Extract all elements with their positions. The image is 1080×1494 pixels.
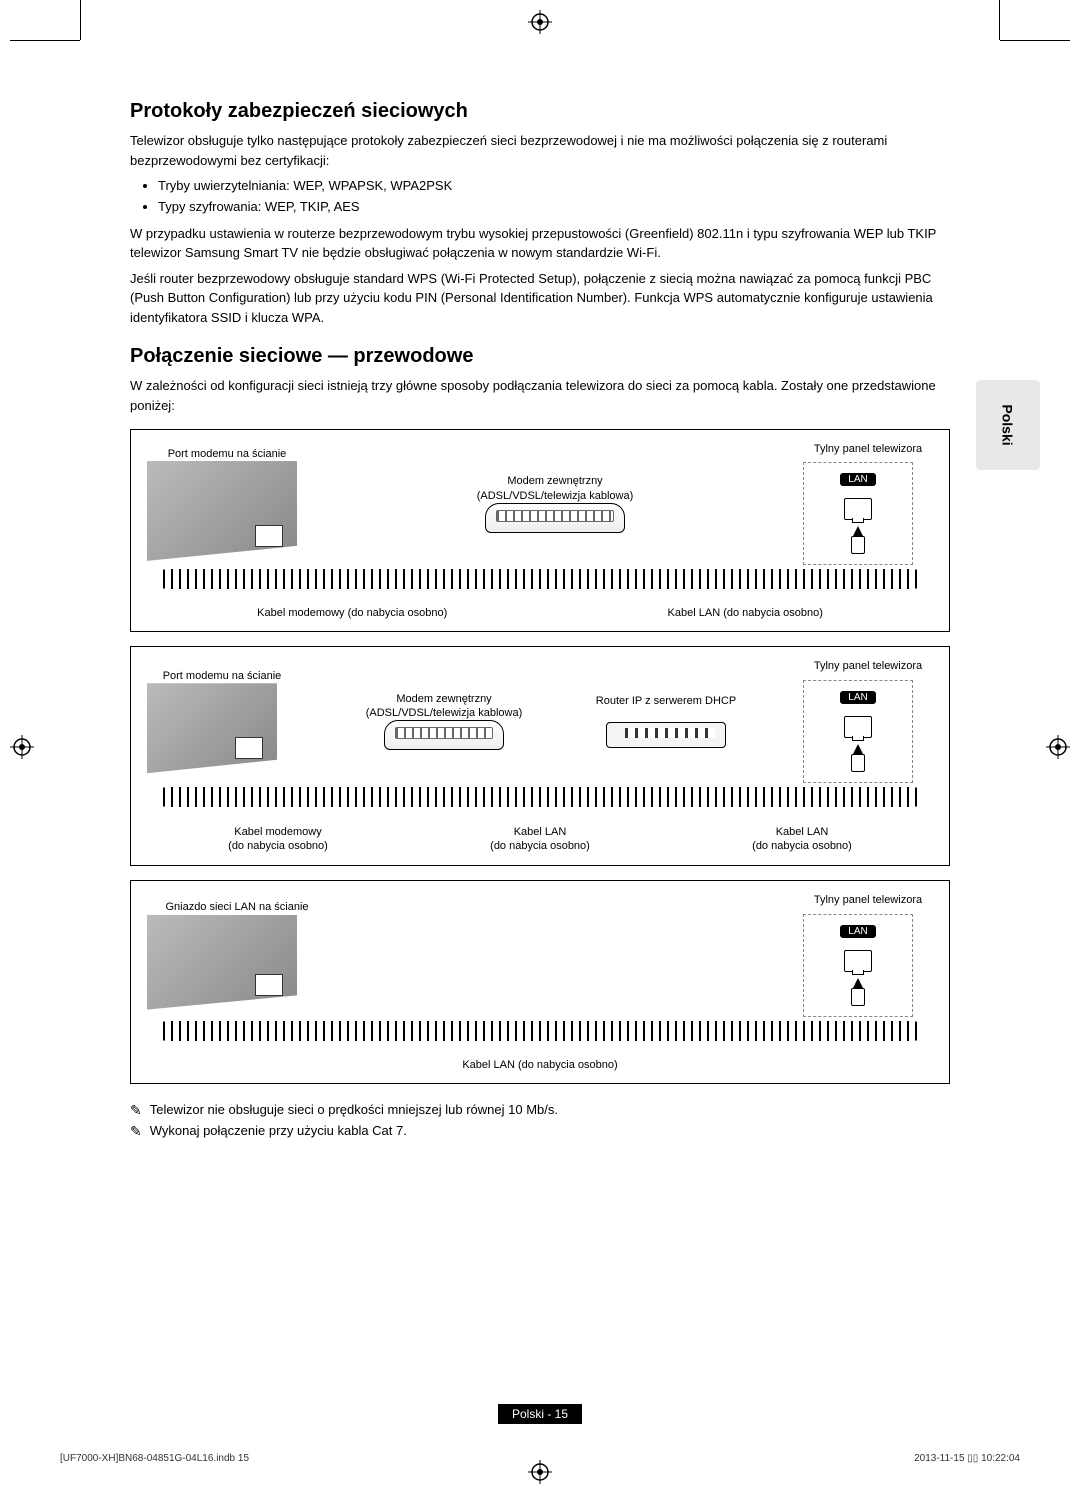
cable-line-icon <box>157 569 923 589</box>
tv-back-panel: LAN <box>803 914 913 1017</box>
lan-plug-icon <box>851 536 865 554</box>
cable-lan-label: Kabel LAN (do nabycia osobno) <box>490 825 590 854</box>
lan-badge: LAN <box>840 925 875 938</box>
section-heading-wired: Połączenie sieciowe — przewodowe <box>130 345 950 368</box>
tv-panel-label: Tylny panel telewizora <box>803 893 933 907</box>
modem-icon <box>485 503 625 533</box>
arrow-up-icon <box>853 526 863 536</box>
footer-timestamp: 2013-11-15 ▯▯ 10:22:04 <box>914 1453 1020 1464</box>
crop-mark <box>80 0 81 40</box>
modem-label: Modem zewnętrzny <box>307 474 803 488</box>
note-text: Telewizor nie obsługuje sieci o prędkośc… <box>150 1102 558 1119</box>
note-icon: ✎ <box>130 1102 142 1119</box>
tv-back-panel: LAN <box>803 680 913 783</box>
diagram-modem-router: Port modemu na ścianie Modem zewnętrzny … <box>130 646 950 866</box>
registration-mark-icon <box>528 1460 552 1484</box>
lan-plug-icon <box>851 754 865 772</box>
notes-block: ✎ Telewizor nie obsługuje sieci o prędko… <box>130 1102 950 1140</box>
cable-lan-label: Kabel LAN (do nabycia osobno) <box>668 607 823 619</box>
wall-plate-icon <box>147 683 277 773</box>
registration-mark-icon <box>528 10 552 34</box>
lan-badge: LAN <box>840 473 875 486</box>
diagram-modem-direct: Port modemu na ścianie Modem zewnętrzny … <box>130 429 950 632</box>
wired-intro: W zależności od konfiguracji sieci istni… <box>130 376 950 415</box>
cable-modem-label: Kabel modemowy (do nabycia osobno) <box>257 607 447 619</box>
lan-port-icon <box>844 498 872 520</box>
security-intro: Telewizor obsługuje tylko następujące pr… <box>130 131 950 170</box>
language-tab: Polski <box>976 380 1040 470</box>
cable-lan-label: Kabel LAN (do nabycia osobno) <box>752 825 852 854</box>
wall-plate-icon <box>147 461 297 561</box>
modem-sublabel: (ADSL/VDSL/telewizja kablowa) <box>359 706 529 720</box>
security-para-3: Jeśli router bezprzewodowy obsługuje sta… <box>130 269 950 328</box>
diagram-direct-lan: Gniazdo sieci LAN na ścianie Tylny panel… <box>130 880 950 1083</box>
tv-panel-label: Tylny panel telewizora <box>803 442 933 456</box>
bullet-item: Tryby uwierzytelniania: WEP, WPAPSK, WPA… <box>158 176 950 197</box>
language-tab-label: Polski <box>1000 404 1016 445</box>
security-para-2: W przypadku ustawienia w routerze bezprz… <box>130 224 950 263</box>
lan-port-icon <box>844 716 872 738</box>
cable-modem-label: Kabel modemowy (do nabycia osobno) <box>228 825 328 854</box>
arrow-up-icon <box>853 744 863 754</box>
page-number-badge: Polski - 15 <box>498 1404 582 1424</box>
note-text: Wykonaj połączenie przy użyciu kabla Cat… <box>150 1123 407 1140</box>
lan-plug-icon <box>851 988 865 1006</box>
bullet-item: Typy szyfrowania: WEP, TKIP, AES <box>158 197 950 218</box>
registration-mark-icon <box>10 735 34 759</box>
modem-sublabel: (ADSL/VDSL/telewizja kablowa) <box>307 489 803 503</box>
crop-mark <box>999 0 1000 40</box>
cable-line-icon <box>157 787 923 807</box>
crop-mark <box>10 40 80 41</box>
tv-panel-label: Tylny panel telewizora <box>803 659 933 673</box>
registration-mark-icon <box>1046 735 1070 759</box>
note-icon: ✎ <box>130 1123 142 1140</box>
cable-line-icon <box>157 1021 923 1041</box>
tv-back-panel: LAN <box>803 462 913 565</box>
crop-mark <box>1000 40 1070 41</box>
arrow-up-icon <box>853 978 863 988</box>
modem-label: Modem zewnętrzny <box>359 692 529 706</box>
cable-lan-label: Kabel LAN (do nabycia osobno) <box>462 1059 617 1071</box>
wall-plate-icon <box>147 915 297 1010</box>
lan-badge: LAN <box>840 691 875 704</box>
security-bullet-list: Tryby uwierzytelniania: WEP, WPAPSK, WPA… <box>158 176 950 218</box>
footer-filename: [UF7000-XH]BN68-04851G-04L16.indb 15 <box>60 1453 249 1464</box>
modem-icon <box>384 720 504 750</box>
router-label: Router IP z serwerem DHCP <box>591 694 741 708</box>
wall-port-label: Port modemu na ścianie <box>147 669 297 683</box>
wall-port-label: Port modemu na ścianie <box>147 447 307 461</box>
router-icon <box>606 722 726 748</box>
page-content: Polski Protokoły zabezpieczeń sieciowych… <box>130 100 950 1344</box>
lan-port-icon <box>844 950 872 972</box>
wall-lan-socket-label: Gniazdo sieci LAN na ścianie <box>147 900 327 914</box>
section-heading-security: Protokoły zabezpieczeń sieciowych <box>130 100 950 123</box>
